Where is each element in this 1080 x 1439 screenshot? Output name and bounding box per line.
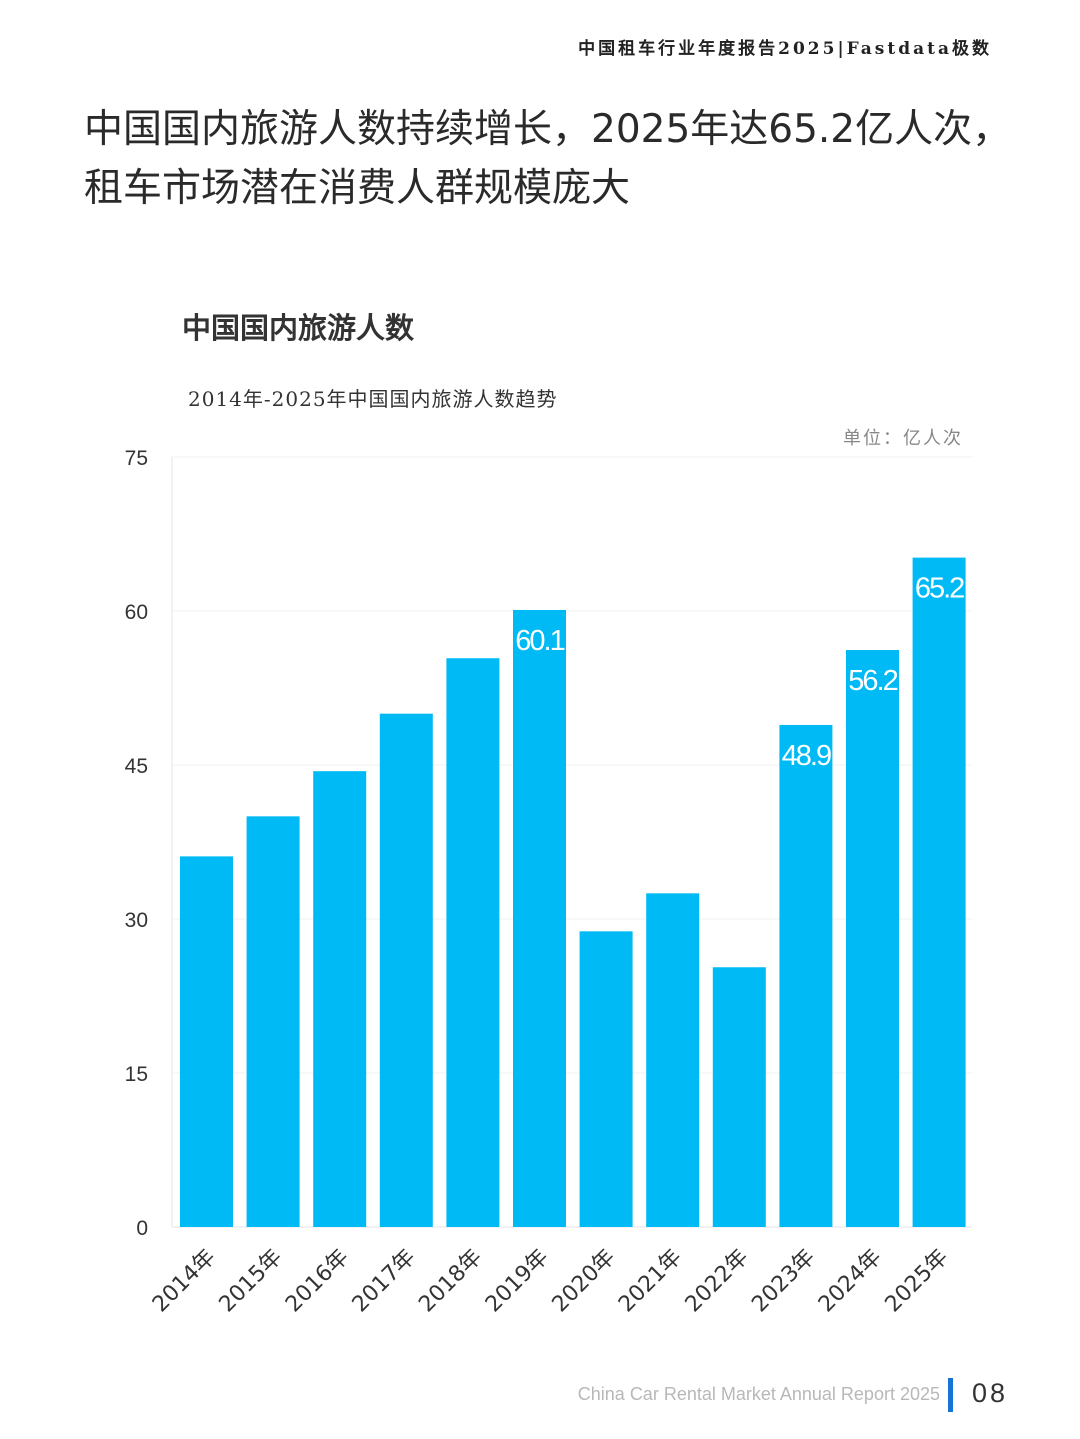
chart-subtitle: 2014年-2025年中国国内旅游人数趋势 [188,387,558,411]
bar-2019 [513,609,566,1227]
data-label: 60.1 [515,625,564,657]
y-tick-label: 45 [125,755,148,778]
x-tick-label: 2015年 [215,1245,288,1318]
chart-title: 中国国内旅游人数 [182,311,415,345]
footer-report-name: China Car Rental Market Annual Report 20… [577,1384,940,1404]
x-tick-label: 2018年 [414,1245,487,1318]
x-tick-label: 2025年 [881,1245,954,1318]
report-header-title: 中国租车行业年度报告2025|Fastdata极数 [578,39,992,59]
bar-2021 [646,893,700,1227]
y-tick-label: 75 [125,447,148,470]
page-headline: 中国国内旅游人数持续增长，2025年达65.2亿人次， 租车市场潜在消费人群规模… [84,100,1044,218]
x-tick-label: 2023年 [747,1245,820,1318]
y-tick-label: 0 [136,1217,148,1240]
page-number: 08 [972,1378,1009,1408]
bar-2022 [712,967,766,1227]
data-label: 56.2 [848,665,897,697]
footer-accent-bar [948,1378,953,1412]
x-tick-label: 2022年 [681,1245,754,1318]
bar-2024 [846,650,899,1227]
x-tick-label: 2019年 [481,1245,554,1318]
data-label: 48.9 [782,740,831,772]
y-tick-label: 30 [125,909,148,932]
chart-unit-label: 单位：亿人次 [843,428,963,449]
bar-2020 [579,931,633,1227]
bar-2014 [180,856,233,1227]
bar-2015 [246,816,300,1227]
x-tick-label: 2016年 [281,1245,354,1318]
bar-2025 [912,557,966,1227]
headline-line-2: 租车市场潜在消费人群规模庞大 [84,166,631,211]
bar-2018 [446,658,500,1227]
x-tick-label: 2021年 [614,1245,687,1318]
y-tick-label: 60 [125,601,148,624]
y-tick-label: 15 [125,1063,148,1086]
bar-2023 [779,724,833,1227]
headline-line-1: 中国国内旅游人数持续增长，2025年达65.2亿人次， [84,107,1012,152]
data-label: 65.2 [915,573,964,605]
bar-2016 [313,771,367,1227]
x-tick-label: 2014年 [148,1245,221,1318]
x-tick-label: 2017年 [348,1245,421,1318]
x-tick-label: 2024年 [814,1245,887,1318]
bar-2017 [379,713,433,1227]
x-tick-label: 2020年 [548,1245,621,1318]
